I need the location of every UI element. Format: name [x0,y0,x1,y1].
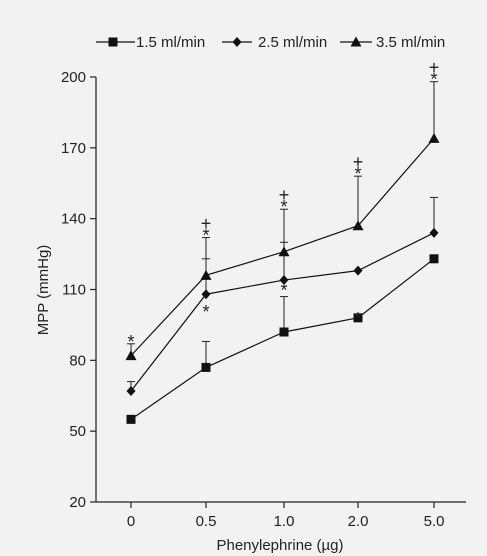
annotation-text: + [279,185,290,205]
data-point [428,132,440,143]
data-point [201,289,211,300]
annotations: *****+*+*+*+ [127,58,439,352]
legend: 1.5 ml/min 2.5 ml/min 3.5 ml/min [96,34,445,51]
annotation-text: * [354,164,361,184]
x-tick-label: 5.0 [424,513,445,530]
data-point [429,227,439,238]
legend-label-2: 2.5 ml/min [258,34,327,51]
legend-marker-3 [350,36,362,47]
annotation-text: * [202,226,209,246]
data-point [279,327,289,337]
annotation-text: * [354,309,361,329]
legend-label-1: 1.5 ml/min [136,34,205,51]
data-point [353,265,363,276]
annotation-text: * [280,280,287,300]
x-axis-label: Phenylephrine (µg) [216,537,343,554]
y-tick-label: 170 [61,140,86,157]
legend-marker-1 [108,37,118,47]
y-tick-label: 50 [69,423,86,440]
series-markers [125,132,440,424]
data-point [279,275,289,286]
series-line-3 [130,137,435,357]
data-point [201,362,211,372]
y-tick-label: 140 [61,211,86,228]
data-point [126,414,136,424]
legend-marker-2 [232,37,242,47]
y-tick-label: 110 [62,282,86,299]
series-line-2 [130,232,435,392]
x-tick-label: 1.0 [274,513,295,530]
annotation-text: + [201,214,212,234]
data-point [353,313,363,323]
annotation-text: * [202,302,209,322]
y-tick-label: 200 [61,69,86,86]
data-point [352,220,364,231]
annotation-text: + [353,152,364,172]
annotation-text: * [280,197,287,217]
x-tick-label: 2.0 [348,513,369,530]
annotation-text: * [127,332,134,352]
x-tick-label: 0 [127,513,135,530]
data-point [125,350,137,361]
y-tick-label: 20 [69,494,86,511]
y-tick-label: 80 [69,352,86,369]
data-point [126,386,136,397]
legend-label-3: 3.5 ml/min [376,34,445,51]
axes: 20 50 80 110 140 170 200 0 0.5 1.0 2.0 5.0 [61,69,466,530]
data-point [200,269,212,280]
data-point [429,254,439,264]
y-axis-label: MPP (mmHg) [35,245,52,336]
x-tick-label: 0.5 [196,513,217,530]
annotation-text: * [430,70,437,90]
data-point [278,246,290,257]
error-bars [127,81,438,392]
annotation-text: + [429,58,440,78]
